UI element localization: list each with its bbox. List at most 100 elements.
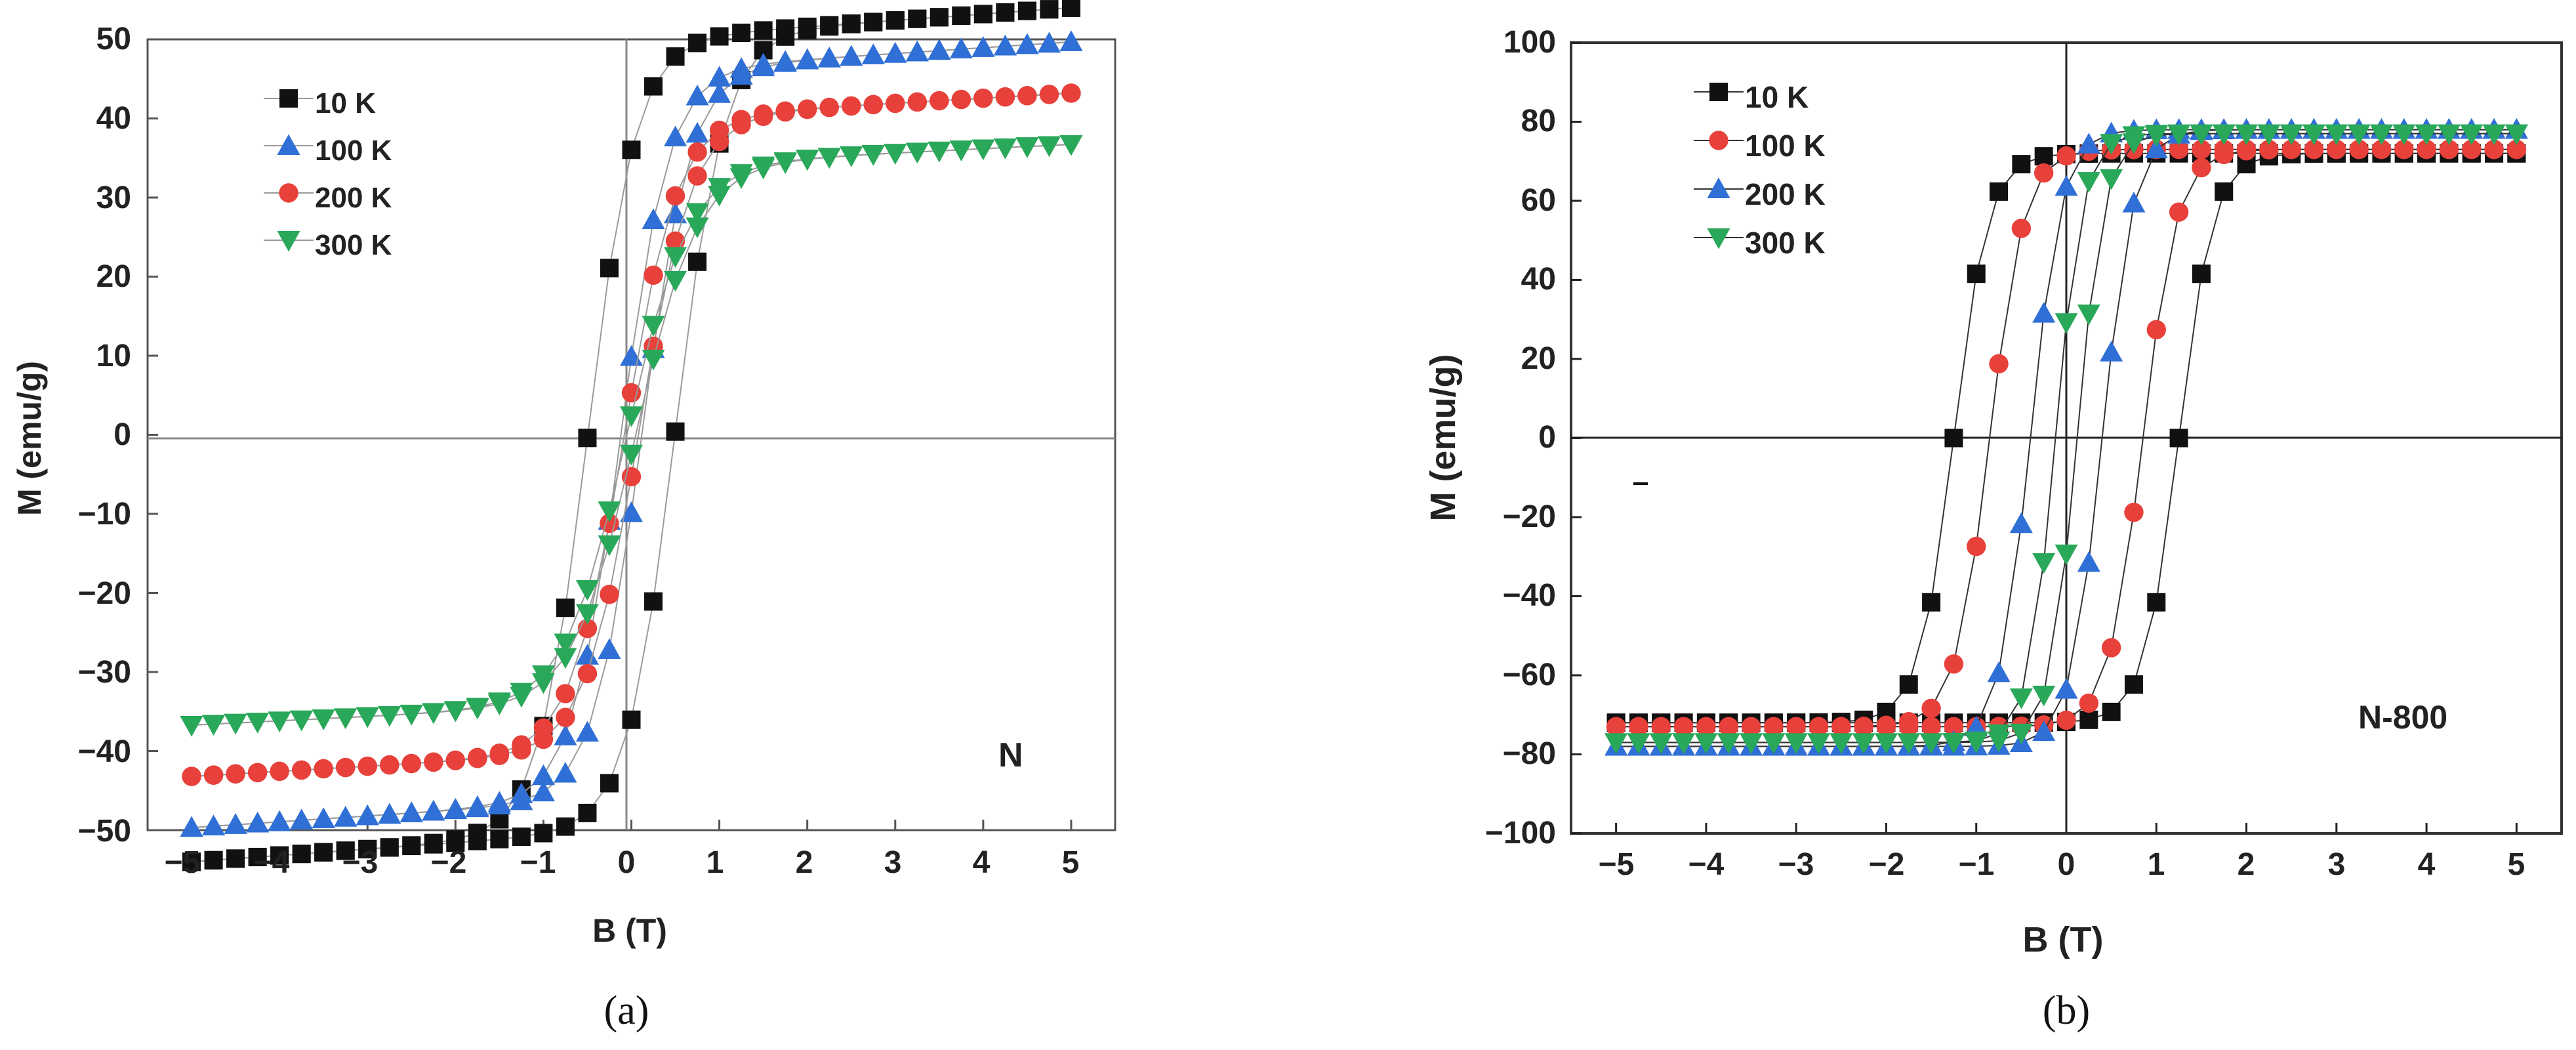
- data-point: [446, 830, 465, 849]
- legend-marker: [277, 231, 300, 252]
- y-tick-label: −40: [1503, 578, 1556, 613]
- data-point: [666, 47, 685, 66]
- data-point: [973, 5, 992, 24]
- data-point: [644, 265, 663, 285]
- data-point: [708, 82, 731, 103]
- data-point: [2192, 139, 2211, 159]
- data-point: [2100, 341, 2123, 362]
- data-point: [949, 37, 973, 58]
- data-point: [270, 846, 289, 865]
- panel-caption-b: (b): [2043, 988, 2090, 1033]
- data-series-a: [180, 0, 1083, 872]
- x-tick-labels-a: −5 −4 −3 −2 −1 0 1 2 3 4 5: [165, 845, 1080, 880]
- data-point: [487, 791, 511, 812]
- data-point: [2215, 182, 2234, 201]
- data-point: [973, 88, 993, 108]
- data-point: [224, 813, 247, 834]
- data-point: [884, 144, 907, 165]
- sample-label-a: N: [998, 736, 1023, 774]
- series-300k: [1605, 124, 2528, 754]
- data-point: [270, 761, 289, 782]
- data-point: [2349, 139, 2369, 159]
- data-point: [378, 705, 401, 727]
- data-point: [2055, 313, 2078, 334]
- data-point: [2009, 512, 2033, 534]
- tick-marks-a: [148, 38, 1073, 831]
- data-point: [182, 852, 201, 872]
- legend-label: 100 K: [1745, 129, 1826, 163]
- data-point: [685, 121, 709, 143]
- data-point: [1967, 264, 1986, 284]
- data-point: [290, 710, 314, 732]
- data-point: [202, 715, 226, 736]
- y-tick-label: 60: [1521, 183, 1556, 218]
- x-tick-label: 4: [2418, 847, 2436, 882]
- y-tick-label: −30: [78, 655, 131, 690]
- data-point: [620, 406, 643, 427]
- data-point: [487, 692, 511, 713]
- data-point: [840, 146, 863, 167]
- y-tick-label: −80: [1503, 736, 1556, 771]
- data-point: [466, 698, 489, 719]
- data-point: [380, 755, 399, 775]
- data-point: [687, 166, 707, 186]
- data-point: [731, 110, 751, 129]
- data-point: [620, 501, 643, 522]
- data-point: [1629, 717, 1648, 737]
- legend-marker: [277, 134, 300, 155]
- data-point: [1919, 733, 1943, 754]
- data-point: [1876, 715, 1896, 735]
- data-point: [817, 46, 841, 68]
- data-point: [1922, 593, 1941, 612]
- y-tick-label: 100: [1503, 25, 1556, 60]
- data-point: [753, 104, 773, 124]
- data-point: [2439, 139, 2459, 159]
- data-point: [993, 35, 1017, 56]
- data-point: [951, 89, 971, 110]
- data-point: [905, 40, 929, 62]
- data-point: [2009, 723, 2033, 745]
- data-point: [2192, 158, 2211, 178]
- data-point: [2371, 139, 2392, 159]
- data-point: [1672, 733, 1696, 754]
- data-point: [247, 763, 268, 782]
- data-point: [2146, 320, 2166, 340]
- data-point: [2055, 678, 2078, 699]
- data-point: [1061, 0, 1080, 17]
- y-tick-label: 10: [96, 339, 131, 373]
- data-point: [2032, 720, 2056, 742]
- data-point: [468, 824, 487, 843]
- data-point: [2417, 139, 2436, 159]
- data-point: [775, 101, 795, 121]
- data-point: [180, 816, 203, 837]
- x-tick-label: 3: [2328, 847, 2346, 882]
- data-point: [445, 750, 466, 770]
- data-point: [2055, 175, 2078, 196]
- data-point: [930, 8, 949, 27]
- data-point: [443, 701, 467, 722]
- legend-marker: [279, 183, 298, 203]
- data-point: [1017, 1, 1036, 20]
- data-point: [554, 724, 577, 746]
- data-point: [2192, 264, 2211, 284]
- data-point: [2102, 702, 2121, 721]
- data-point: [2504, 124, 2528, 146]
- data-point: [797, 99, 817, 119]
- legend-label: 10 K: [315, 87, 376, 119]
- data-point: [863, 94, 883, 115]
- y-tick-label: 50: [96, 22, 131, 56]
- data-point: [1784, 733, 1808, 754]
- data-point: [1830, 733, 1853, 754]
- data-point: [1017, 86, 1037, 106]
- data-point: [1942, 732, 1965, 754]
- data-point: [2437, 124, 2461, 146]
- data-point: [1874, 733, 1898, 754]
- data-point: [710, 27, 729, 46]
- data-point: [531, 764, 555, 786]
- x-tick-label: −3: [342, 845, 378, 880]
- data-point: [2055, 544, 2078, 566]
- data-point: [575, 580, 599, 601]
- data-point: [358, 756, 377, 776]
- data-point: [2079, 710, 2098, 729]
